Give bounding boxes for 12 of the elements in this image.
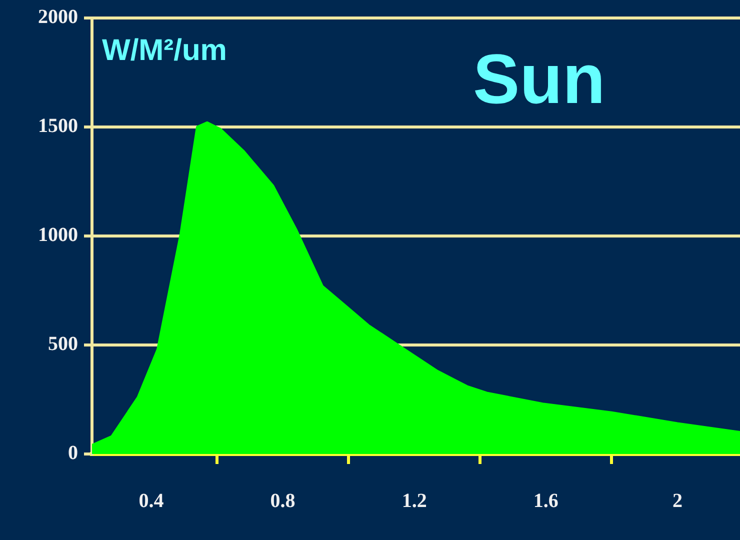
x-tick-label: 0.4 [138, 490, 164, 512]
x-tick-label: 1.2 [402, 490, 427, 512]
x-tick-label: 1.6 [533, 490, 558, 512]
chart-title: Sun [473, 40, 606, 118]
y-tick-label: 1000 [38, 224, 78, 246]
y-tick-label: 0 [68, 442, 78, 464]
y-axis-title: W/M²/um [102, 34, 227, 67]
y-tick-label: 2000 [38, 6, 78, 28]
x-tick-label: 2 [672, 490, 683, 512]
y-tick-label: 1500 [38, 115, 78, 138]
y-tick-label: 500 [48, 333, 78, 356]
x-tick-label: 0.8 [270, 490, 296, 512]
